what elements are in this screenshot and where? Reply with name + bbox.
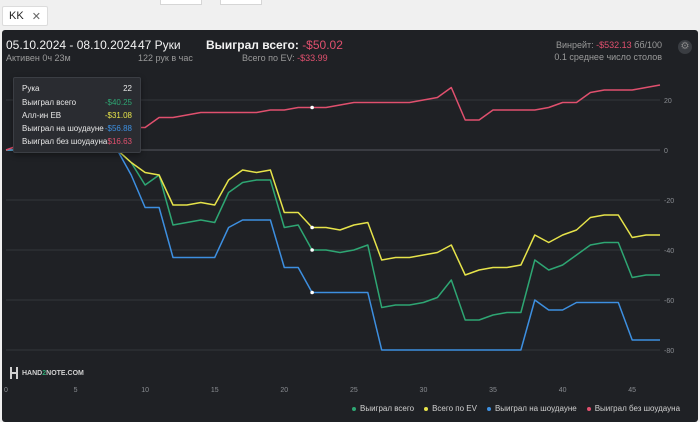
legend-label: Всего по EV xyxy=(432,404,477,413)
y-tick-label: -80 xyxy=(664,348,674,355)
hand2note-logo-icon xyxy=(10,367,18,379)
x-tick-label: 40 xyxy=(559,387,567,394)
total-won-value: -$50.02 xyxy=(302,38,343,52)
legend-item-nonshowdown[interactable]: Выиграл без шоудауна xyxy=(586,404,681,413)
chart-ticks: 20 0 -20 -40 -60 -80 0 5 10 15 20 25 30 35 40 45 xyxy=(4,98,674,394)
chart-markers xyxy=(310,105,314,295)
legend-item-total[interactable]: Выиграл всего xyxy=(352,404,414,413)
active-time: Активен 0ч 23м xyxy=(6,53,71,63)
legend-label: Выиграл на шоудауне xyxy=(494,404,577,413)
tooltip-row-value: $16.63 xyxy=(107,137,132,146)
legend-item-showdown[interactable]: Выиграл на шоудауне xyxy=(486,404,577,413)
x-tick-label: 20 xyxy=(280,387,288,394)
winrate-label: Винрейт: xyxy=(555,40,597,50)
chart-legend: Выиграл всего Всего по EV Выиграл на шоу… xyxy=(352,404,680,413)
series-line xyxy=(6,149,660,276)
hover-point xyxy=(310,248,314,252)
legend-item-ev[interactable]: Всего по EV xyxy=(424,404,477,413)
winrate-value: -$532.13 xyxy=(596,40,632,50)
x-tick-label: 10 xyxy=(141,387,149,394)
tooltip-row-label: Выиграл без шоудауна xyxy=(22,137,108,146)
y-tick-label: -60 xyxy=(664,298,674,305)
y-tick-label: -40 xyxy=(664,248,674,255)
y-tick-label: 0 xyxy=(664,148,668,155)
tooltip-row-value: -$56.88 xyxy=(104,124,132,133)
close-icon[interactable]: ✕ xyxy=(31,10,41,23)
x-tick-label: 5 xyxy=(74,387,78,394)
y-tick-label: -20 xyxy=(664,198,674,205)
top-bar: KK ✕ xyxy=(0,0,700,28)
logo-text-c: NOTE.COM xyxy=(46,369,84,377)
stats-panel: 05.10.2024 - 08.10.2024 Активен 0ч 23м 4… xyxy=(2,30,698,422)
toolbar-stub-2[interactable] xyxy=(220,0,262,5)
tooltip-hand-row: Рука 22 xyxy=(22,84,132,93)
legend-dot xyxy=(352,406,356,411)
tooltip-row-label: Выиграл всего xyxy=(22,98,77,107)
logo-text-b: 2 xyxy=(42,369,47,377)
x-tick-label: 15 xyxy=(211,387,219,394)
tooltip-row-label: Алл-ин EB xyxy=(22,111,62,120)
winrate-unit: бб/100 xyxy=(631,40,662,50)
hover-point xyxy=(310,225,314,230)
tooltip-row: Выиграл без шоудауна $16.63 xyxy=(22,137,132,146)
logo-text-a: HAND xyxy=(22,369,43,377)
tooltip-row: Выиграл на шоудауне -$56.88 xyxy=(22,124,132,133)
avg-tables: 0.1 среднее число столов xyxy=(554,52,662,62)
hover-point xyxy=(310,105,314,110)
total-ev-label: Всего по EV: xyxy=(242,53,298,63)
tab-label: KK xyxy=(9,10,24,22)
legend-dot xyxy=(586,406,591,411)
tooltip-row-label: Выиграл на шоудауне xyxy=(22,124,104,133)
tooltip-row: Выиграл всего -$40.25 xyxy=(22,98,132,107)
y-tick-label: 20 xyxy=(664,98,672,105)
hand2note-logo: HAND2NOTE.COM xyxy=(10,367,84,379)
total-ev: Всего по EV: -$33.99 xyxy=(242,53,328,63)
hand-tooltip: Рука 22 Выиграл всего -$40.25 Алл-ин EB … xyxy=(13,77,141,153)
total-won: Выиграл всего: -$50.02 xyxy=(206,38,343,52)
hands-rate: 122 рук в час xyxy=(138,53,193,63)
x-tick-label: 35 xyxy=(489,387,497,394)
x-tick-label: 0 xyxy=(4,387,8,394)
tab-kk[interactable]: KK ✕ xyxy=(2,6,48,26)
x-tick-label: 30 xyxy=(420,387,428,394)
total-ev-value: -$33.99 xyxy=(297,53,328,63)
legend-label: Выиграл без шоудауна xyxy=(594,404,681,413)
legend-dot xyxy=(424,406,429,411)
tooltip-row: Алл-ин EB -$31.08 xyxy=(22,111,132,120)
date-range: 05.10.2024 - 08.10.2024 xyxy=(6,38,137,52)
legend-dot xyxy=(486,406,491,411)
hands-count: 47 Руки xyxy=(138,38,181,52)
logo-text: HAND2NOTE.COM xyxy=(22,370,84,377)
legend-label: Выиграл всего xyxy=(360,404,415,413)
total-won-label: Выиграл всего: xyxy=(206,38,303,52)
settings-gear-icon[interactable]: ⚙ xyxy=(678,40,692,54)
toolbar-stub-1[interactable] xyxy=(160,0,202,5)
tooltip-hand-value: 22 xyxy=(123,84,132,93)
tooltip-hand-label: Рука xyxy=(22,84,40,93)
x-tick-label: 45 xyxy=(628,387,636,394)
tooltip-row-value: -$31.08 xyxy=(104,111,132,120)
tooltip-row-value: -$40.25 xyxy=(104,98,132,107)
x-tick-label: 25 xyxy=(350,387,358,394)
hover-point xyxy=(310,290,314,295)
winrate: Винрейт: -$532.13 бб/100 xyxy=(556,40,662,50)
